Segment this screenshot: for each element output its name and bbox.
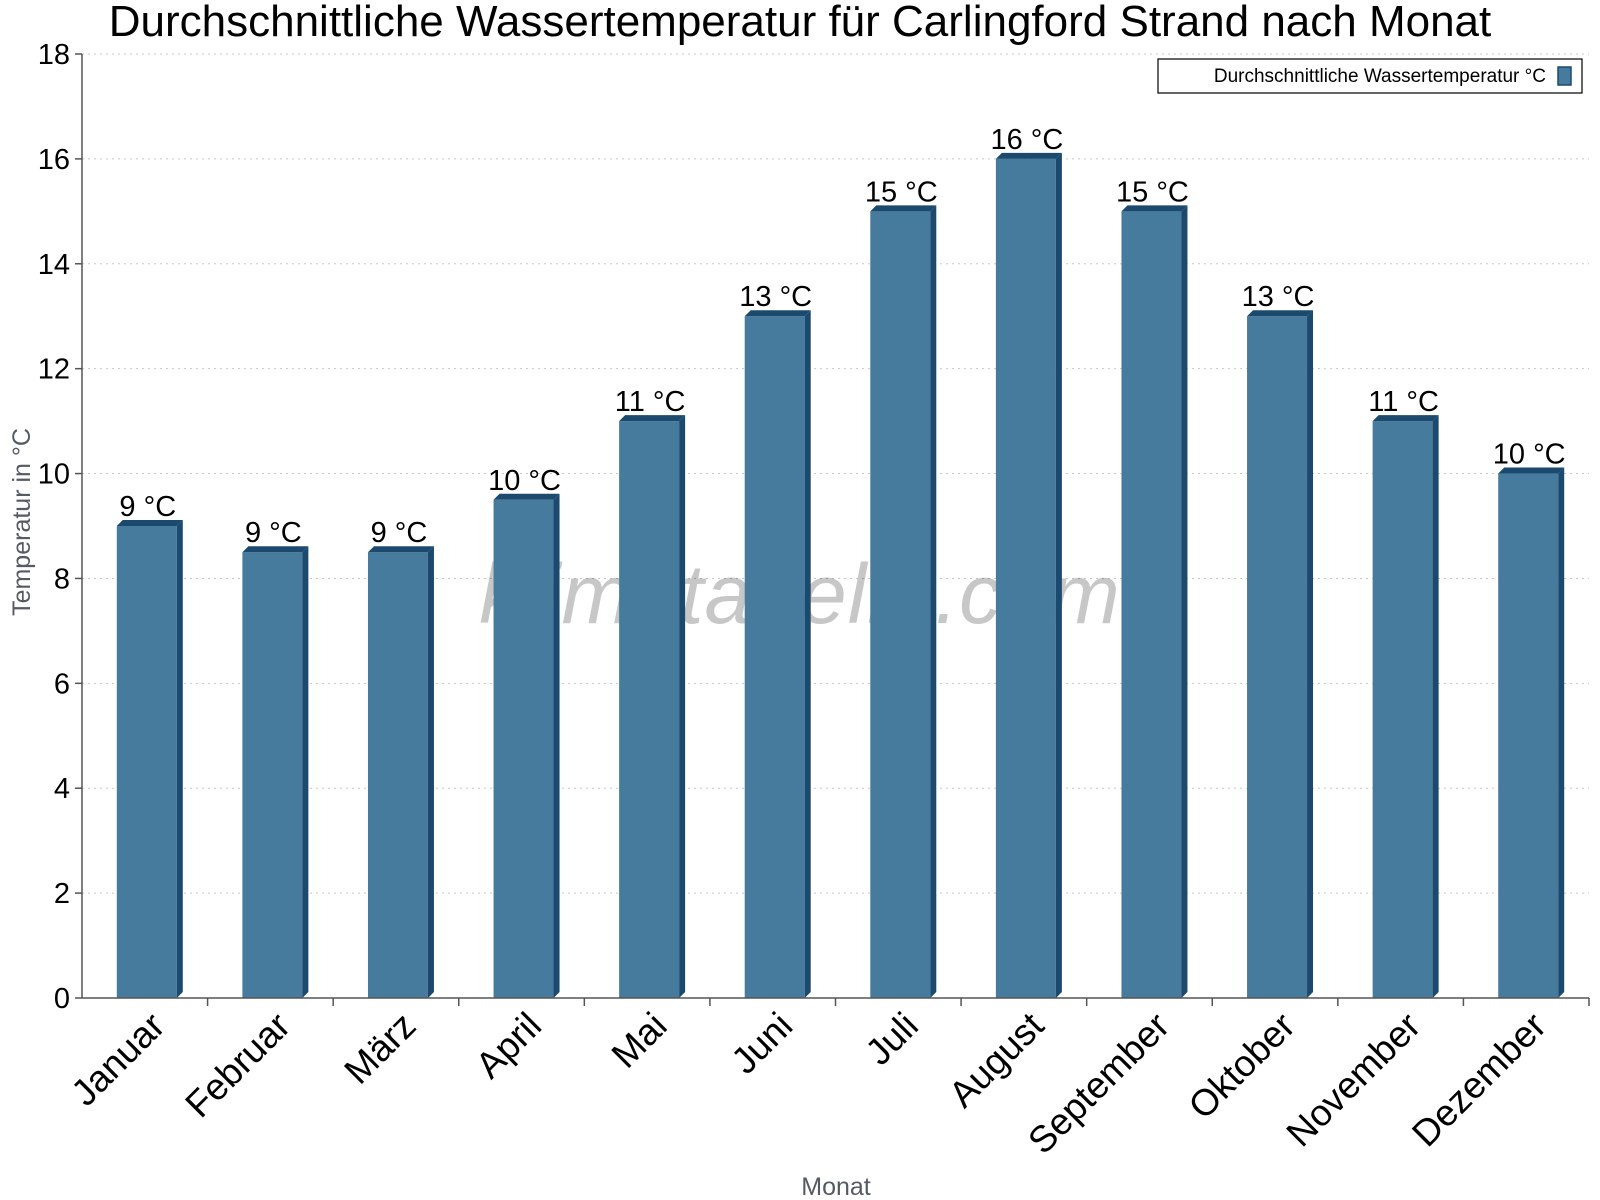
bar-top [1498, 467, 1565, 474]
bar-value-label: 10 °C [488, 465, 561, 497]
bar-top [744, 310, 811, 317]
bar [1247, 310, 1314, 998]
bar-side [679, 415, 686, 999]
bar-side [302, 546, 309, 998]
x-axis-title: Monat [801, 1173, 871, 1200]
x-tick-label: August [941, 1004, 1052, 1115]
x-tick-label: November [1279, 1005, 1429, 1155]
bar-front [242, 552, 303, 998]
bar-value-label: 15 °C [1116, 176, 1189, 208]
bar-top [619, 415, 686, 422]
axis-layer: 0 2 4 6 8 10 12 14 16 18 [38, 39, 1590, 1015]
x-tick-label: Dezember [1404, 1005, 1554, 1155]
bar-top [242, 546, 309, 553]
bar-value-label: 16 °C [990, 124, 1063, 156]
bar [493, 493, 560, 998]
bar [619, 415, 686, 999]
bar-value-label: 10 °C [1493, 439, 1566, 471]
bar-side [427, 546, 434, 998]
legend-box [1157, 58, 1583, 94]
bar [995, 152, 1062, 998]
bar-top [995, 152, 1062, 159]
x-tick-label: Mai [604, 1005, 675, 1076]
bar-front [870, 211, 931, 999]
y-tick-label: 4 [54, 773, 70, 805]
bar [1498, 467, 1565, 998]
x-tick-label: Juli [858, 1005, 926, 1073]
bar-front [1372, 421, 1433, 999]
bar-front [619, 421, 680, 999]
y-tick-label: 10 [38, 459, 70, 491]
bar-value-label: 13 °C [1242, 281, 1315, 313]
y-tick-label: 18 [38, 39, 70, 71]
bar-front [744, 316, 805, 998]
legend-label: Durchschnittliche Wassertemperatur °C [1214, 66, 1546, 87]
bar-top [1372, 415, 1439, 422]
y-tick-label: 6 [54, 668, 70, 700]
bar [1121, 205, 1188, 999]
x-tick-label: Juni [723, 1005, 800, 1082]
bar-value-label: 13 °C [739, 281, 812, 313]
bars-layer [116, 152, 1565, 999]
bar-value-label: 9 °C [119, 491, 176, 523]
bar-side [930, 205, 937, 999]
bar-top [1247, 310, 1314, 317]
bar [744, 310, 811, 998]
bar [870, 205, 937, 999]
x-tick-label: Januar [63, 1005, 172, 1114]
bar-side [804, 310, 811, 998]
bar-top [493, 493, 560, 500]
bar-front [995, 158, 1056, 998]
bar [242, 546, 309, 998]
bar-front [1121, 211, 1182, 999]
x-tick-label: April [468, 1005, 549, 1086]
bar [367, 546, 434, 998]
bar-top [870, 205, 937, 212]
bar-front [116, 526, 177, 998]
y-tick-label: 16 [38, 144, 70, 176]
grid-layer [82, 53, 1589, 894]
bar [1372, 415, 1439, 999]
legend-swatch [1557, 66, 1572, 86]
y-axis-title: Temperatur in °C [8, 428, 36, 616]
y-tick-label: 0 [54, 983, 70, 1015]
bar-front [367, 552, 428, 998]
y-tick-label: 14 [38, 249, 70, 281]
chart-title: Durchschnittliche Wassertemperatur für C… [109, 0, 1492, 46]
bar [116, 520, 183, 998]
bar-value-label: 11 °C [1368, 386, 1439, 418]
bar-side [176, 520, 183, 998]
y-tick-label: 12 [38, 354, 70, 386]
bar-side [553, 493, 560, 998]
bar-top [1121, 205, 1188, 212]
bar-value-label: 9 °C [371, 517, 428, 549]
bar-value-label: 11 °C [615, 386, 686, 418]
bar-value-label: 9 °C [245, 517, 302, 549]
bar-side [1055, 152, 1062, 998]
x-tick-label: Oktober [1181, 1005, 1303, 1127]
y-tick-label: 2 [54, 878, 70, 910]
bar-top [367, 546, 434, 553]
legend: Durchschnittliche Wassertemperatur °C [1157, 58, 1583, 94]
bar-side [1432, 415, 1439, 999]
x-tick-label: Februar [177, 1005, 298, 1126]
bar-front [1498, 473, 1559, 998]
bar-front [493, 499, 554, 998]
bar-side [1181, 205, 1188, 999]
bar-side [1307, 310, 1314, 998]
x-tick-label: März [336, 1005, 423, 1092]
bar-front [1247, 316, 1308, 998]
bar-top [116, 520, 183, 526]
bar-side [1558, 467, 1565, 998]
bar-value-label: 15 °C [865, 176, 938, 208]
y-tick-label: 8 [54, 563, 70, 595]
